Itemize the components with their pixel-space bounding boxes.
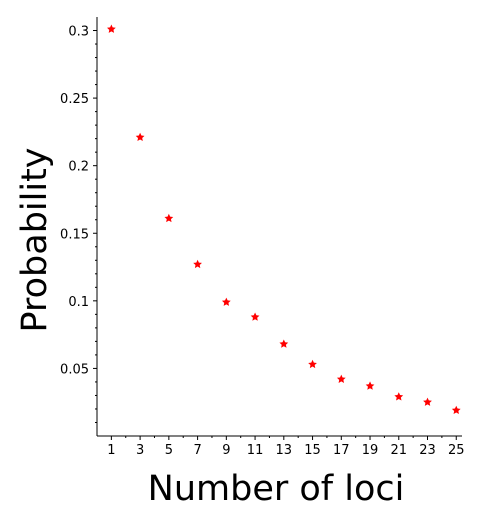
data-point — [279, 339, 289, 348]
y-tick-label: 0.15 — [60, 227, 89, 242]
x-tick-label: 3 — [136, 443, 144, 458]
x-tick-label: 19 — [362, 443, 379, 458]
data-point — [451, 405, 461, 415]
x-tick-label: 23 — [419, 443, 436, 458]
x-tick-label: 7 — [193, 443, 201, 458]
y-tick-label: 0.1 — [68, 295, 89, 310]
y-tick-label: 0.3 — [68, 25, 89, 40]
data-point — [193, 259, 202, 269]
data-point — [250, 312, 260, 321]
data-point — [308, 359, 317, 369]
plot-area: 0.050.10.150.20.250.31 3 5 7 9 11 13 15 17 19 21 23… — [60, 17, 465, 458]
data-point — [221, 297, 231, 306]
y-tick-label: 0.25 — [60, 92, 89, 107]
x-axis-title: Number of loci — [148, 469, 405, 509]
data-point — [135, 132, 145, 142]
y-tick-label: 0.05 — [60, 362, 89, 377]
data-point — [336, 374, 346, 383]
y-axis-title: Probability — [15, 147, 55, 332]
x-tick-label: 11 — [247, 443, 264, 458]
data-point — [365, 381, 375, 390]
x-tick-label: 25 — [448, 443, 465, 458]
x-tick-label: 15 — [304, 443, 321, 458]
x-tick-label: 13 — [276, 443, 293, 458]
x-tick-label: 17 — [333, 443, 350, 458]
data-point — [107, 24, 116, 33]
x-tick-label: 21 — [390, 443, 407, 458]
x-tick-label: 1 — [107, 443, 115, 458]
x-tick-label: 9 — [222, 443, 230, 458]
x-tick-label: 5 — [165, 443, 173, 458]
y-tick-label: 0.2 — [68, 160, 89, 175]
data-point — [164, 213, 174, 223]
data-point — [423, 397, 432, 406]
data-point — [394, 392, 404, 401]
